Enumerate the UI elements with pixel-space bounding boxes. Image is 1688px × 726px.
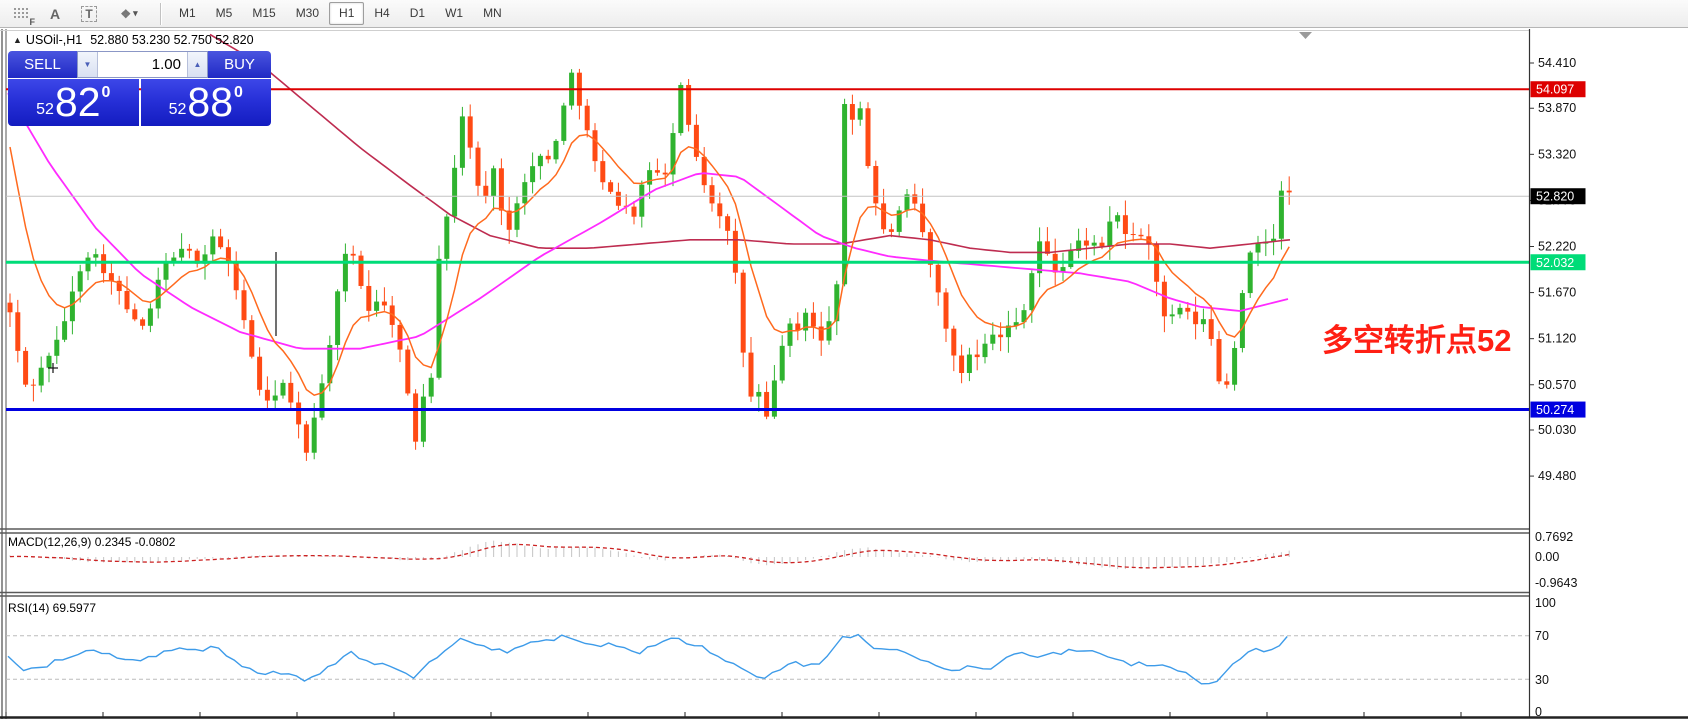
- buy-button[interactable]: BUY: [208, 51, 271, 78]
- macd-label: MACD(12,26,9) 0.2345 -0.0802: [8, 535, 176, 549]
- candles-layer: [7, 68, 1292, 461]
- macd-axis-tick: -0.9643: [1535, 576, 1577, 590]
- toolbar: F A T ❖ ▾ M1 M5 M15 M30 H1 H4 D1 W1 MN: [0, 0, 1688, 28]
- chart-shift-marker-icon: [1299, 32, 1312, 39]
- timeframe-m30[interactable]: M30: [295, 6, 320, 20]
- buy-price[interactable]: 52 88 0: [140, 79, 271, 126]
- trade-controls-row: SELL ▼ ▲ BUY: [8, 51, 271, 78]
- price-tick: 53.870: [1538, 101, 1576, 115]
- macd-panel: MACD(12,26,9) 0.2345 -0.0802: [8, 535, 1290, 570]
- grid-dots-icon: F: [13, 7, 35, 27]
- shapes-icon[interactable]: ❖ ▾: [120, 6, 138, 21]
- timeframe-mn[interactable]: MN: [483, 6, 502, 20]
- chevron-down-icon: ▾: [133, 8, 138, 18]
- rsi-axis-tick: 30: [1535, 673, 1549, 687]
- price-tick: 50.030: [1538, 423, 1576, 437]
- timeframe-bar: M1 M5 M15 M30 H1 H4 D1 W1 MN: [169, 2, 512, 25]
- level-label-pivot: [1530, 254, 1586, 271]
- rsi-axis-tick: 100: [1535, 596, 1556, 610]
- one-click-trading-panel: SELL ▼ ▲ BUY 52 82 0 52 88 0: [8, 51, 271, 127]
- macd-axis-tick: 0.7692: [1535, 530, 1573, 544]
- timeframe-d1[interactable]: D1: [409, 6, 426, 20]
- ohlc-quotes: 52.880 53.230 52.750 52.820: [90, 33, 254, 47]
- level-label-support: [1530, 401, 1586, 418]
- timeframe-m15[interactable]: M15: [252, 6, 276, 20]
- expert-grid-icon[interactable]: F: [8, 3, 35, 27]
- timeframe-h1[interactable]: H1: [329, 2, 365, 25]
- rsi-axis-tick: 70: [1535, 629, 1549, 643]
- rsi-label: RSI(14) 69.5977: [8, 601, 96, 615]
- svg-text:52.032: 52.032: [1536, 256, 1574, 270]
- timeframe-w1[interactable]: W1: [445, 6, 464, 20]
- volume-input[interactable]: [98, 52, 187, 77]
- svg-text:54.097: 54.097: [1536, 83, 1574, 97]
- level-lines: [6, 88, 1529, 412]
- sell-price[interactable]: 52 82 0: [8, 79, 139, 126]
- price-tick: 51.670: [1538, 286, 1576, 300]
- rsi-axis-tick: 0: [1535, 705, 1542, 719]
- collapse-arrow-icon: ▲: [13, 35, 22, 45]
- timeframe-h4[interactable]: H4: [374, 6, 390, 20]
- panel-separators: [0, 528, 1688, 597]
- rsi-panel: RSI(14) 69.5977: [6, 601, 1529, 680]
- level-label-resistance: [1530, 81, 1586, 98]
- price-tick: 49.480: [1538, 469, 1576, 483]
- macd-axis-tick: 0.00: [1535, 550, 1559, 564]
- ma-long-line: [7, 92, 1289, 350]
- chinese-annotation: 多空转折点52: [1322, 323, 1511, 358]
- svg-text:50.274: 50.274: [1536, 403, 1574, 417]
- toolbar-separator: [160, 2, 162, 25]
- svg-text:52.820: 52.820: [1536, 190, 1574, 204]
- rsi-line: [7, 633, 1288, 685]
- ma-slow-line: [209, 33, 1291, 254]
- symbol-period-label: USOil-,H1: [25, 33, 83, 47]
- price-axis: 54.41053.87053.32052.77052.22051.67051.1…: [1528, 29, 1688, 720]
- ma-fast-line: [9, 133, 1290, 397]
- cursor-a-icon[interactable]: A: [49, 5, 61, 22]
- price-tick: 51.120: [1538, 332, 1576, 346]
- price-tick: 50.570: [1538, 378, 1576, 392]
- price-tick: 54.410: [1538, 56, 1576, 70]
- volume-group: ▼ ▲: [77, 51, 208, 78]
- sell-button[interactable]: SELL: [8, 51, 77, 78]
- chart-objects: [48, 252, 277, 373]
- time-axis: [0, 712, 1688, 719]
- window-frame: [0, 29, 1688, 719]
- level-label-current-price: [1530, 188, 1586, 205]
- price-tick: 53.320: [1538, 147, 1576, 161]
- volume-decrease-button[interactable]: ▼: [78, 52, 98, 77]
- price-tick: 52.220: [1538, 240, 1576, 254]
- timeframe-m5[interactable]: M5: [215, 6, 233, 20]
- timeframe-m1[interactable]: M1: [179, 6, 196, 20]
- trade-prices-row: 52 82 0 52 88 0: [8, 79, 271, 126]
- chart-title: ▲ USOil-,H1 52.880 53.230 52.750 52.820: [13, 33, 254, 47]
- macd-signal-line: [9, 543, 1290, 569]
- text-label-icon[interactable]: T: [76, 3, 102, 25]
- volume-increase-button[interactable]: ▲: [187, 52, 207, 77]
